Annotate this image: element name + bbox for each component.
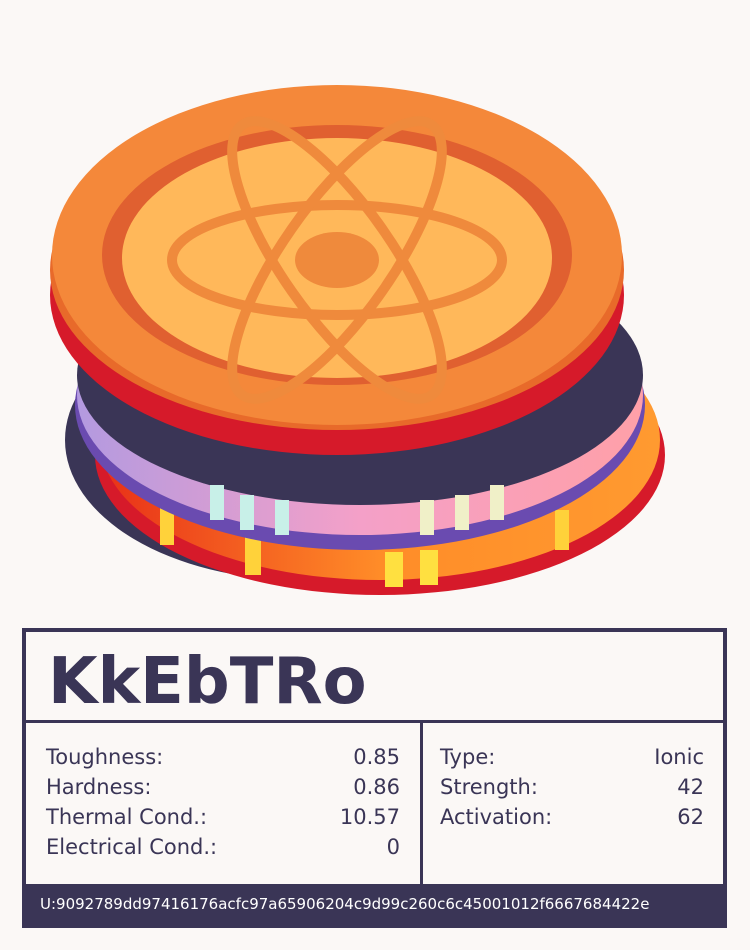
info-card: KkEbTRo Toughness: 0.85 Hardness: 0.86 Therm…: [22, 628, 727, 928]
footer-id: U:9092789dd97416176acfc97a65906204c9d99c…: [26, 884, 723, 924]
card-title: KkEbTRo: [48, 645, 367, 719]
stat-label: Strength:: [440, 775, 538, 799]
stat-label: Type:: [440, 745, 496, 769]
stat-row: Strength: 42: [440, 772, 704, 802]
stat-row: Hardness: 0.86: [46, 772, 400, 802]
stat-value: 0.85: [353, 745, 400, 769]
stat-value: 0.86: [353, 775, 400, 799]
stat-row: Type: Ionic: [440, 742, 704, 772]
stat-value: 10.57: [339, 805, 400, 829]
stat-row: Toughness: 0.85: [46, 742, 400, 772]
stat-value: 42: [677, 775, 704, 799]
properties: Toughness: 0.85 Hardness: 0.86 Thermal Cond.…: [46, 742, 400, 862]
bonding: Type: Ionic Strength: 42 Activation: 62: [440, 742, 704, 832]
stat-label: Toughness:: [46, 745, 164, 769]
stat-row: Electrical Cond.: 0: [46, 832, 400, 862]
coin-stack-illustration: [50, 85, 665, 595]
stat-row: Thermal Cond.: 10.57: [46, 802, 400, 832]
stat-label: Electrical Cond.:: [46, 835, 218, 859]
divider: [26, 720, 723, 723]
stat-label: Activation:: [440, 805, 553, 829]
stat-value: 62: [677, 805, 704, 829]
stat-value: Ionic: [654, 745, 704, 769]
divider: [420, 722, 423, 885]
stat-label: Hardness:: [46, 775, 152, 799]
stat-label: Thermal Cond.:: [46, 805, 208, 829]
stat-row: Activation: 62: [440, 802, 704, 832]
stat-value: 0: [386, 835, 400, 859]
